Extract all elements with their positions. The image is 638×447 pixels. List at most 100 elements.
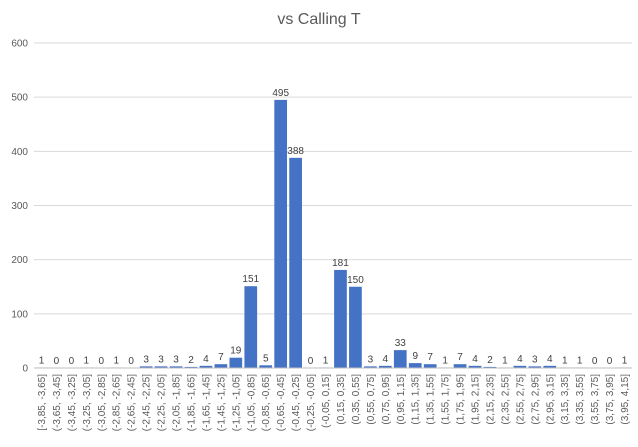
data-label: 0 bbox=[308, 356, 314, 367]
data-label: 150 bbox=[347, 275, 364, 286]
data-label: 7 bbox=[427, 352, 433, 363]
x-tick-label: (1,55, 1,75] bbox=[441, 374, 452, 425]
x-tick-label: (1,95, 2,15] bbox=[471, 374, 482, 425]
data-label: 3 bbox=[158, 354, 164, 365]
x-tick-label: (0,35, 0,55] bbox=[351, 374, 362, 425]
data-label: 7 bbox=[457, 352, 463, 363]
bars bbox=[35, 99, 631, 368]
data-label: 1 bbox=[577, 355, 583, 366]
data-label: 2 bbox=[487, 355, 493, 366]
x-tick-label: (0,95, 1,15] bbox=[396, 374, 407, 425]
data-label: 1 bbox=[502, 355, 508, 366]
y-tick-label: 0 bbox=[22, 364, 28, 375]
x-tick-label: (-3,45, -3,25] bbox=[67, 374, 78, 431]
data-label: 1 bbox=[442, 355, 448, 366]
bar bbox=[423, 364, 437, 368]
y-tick-label: 400 bbox=[11, 147, 28, 158]
bar bbox=[483, 366, 497, 368]
x-tick-label: (-0,05, 0,15] bbox=[321, 374, 332, 428]
data-label: 4 bbox=[547, 354, 553, 365]
bar bbox=[289, 157, 302, 368]
x-tick-label: (2,35, 2,55] bbox=[500, 374, 511, 425]
bar bbox=[184, 366, 198, 368]
x-tick-label: (0,75, 0,95] bbox=[381, 374, 392, 425]
data-label: 495 bbox=[272, 88, 289, 99]
data-label: 3 bbox=[532, 354, 538, 365]
x-tick-label: (0,15, 0,35] bbox=[336, 374, 347, 425]
x-tick-label: (-3,65, -3,45] bbox=[52, 374, 63, 431]
x-tick-label: (1,35, 1,55] bbox=[426, 374, 437, 425]
x-tick-label: (-1,05, -0,85] bbox=[246, 374, 257, 431]
y-tick-label: 100 bbox=[11, 309, 28, 320]
x-tick-label: (1,15, 1,35] bbox=[411, 374, 422, 425]
x-tick-label: (0,55, 0,75] bbox=[366, 374, 377, 425]
data-label: 1 bbox=[113, 355, 119, 366]
x-tick-label: (-0,25, -0,05] bbox=[306, 374, 317, 431]
y-tick-label: 200 bbox=[11, 255, 28, 266]
x-tick-label: (3,35, 3,55] bbox=[575, 374, 586, 425]
x-tick-label: (-1,65, -1,45] bbox=[201, 374, 212, 431]
x-tick-label: (2,75, 2,95] bbox=[530, 374, 541, 425]
data-label: 0 bbox=[98, 356, 104, 367]
data-label: 4 bbox=[383, 354, 389, 365]
x-tick-label: (-2,45, -2,25] bbox=[142, 374, 153, 431]
bar bbox=[453, 364, 467, 368]
data-label: 5 bbox=[263, 353, 269, 364]
data-label: 3 bbox=[173, 354, 179, 365]
bar bbox=[154, 366, 168, 368]
data-label: 33 bbox=[395, 338, 407, 349]
data-label: 0 bbox=[69, 356, 75, 367]
x-tick-label: (-2,25, -2,05] bbox=[157, 374, 168, 431]
x-tick-label: (-3,05, -2,85] bbox=[97, 374, 108, 431]
bar bbox=[364, 366, 377, 368]
data-label: 3 bbox=[368, 354, 374, 365]
data-label: 1 bbox=[323, 355, 329, 366]
bar bbox=[334, 269, 347, 368]
data-label: 388 bbox=[287, 146, 304, 157]
x-tick-label: (-2,85, -2,65] bbox=[112, 374, 123, 431]
chart-title: vs Calling T bbox=[277, 11, 361, 28]
data-label: 1 bbox=[84, 355, 90, 366]
data-label: 181 bbox=[332, 258, 349, 269]
x-tick-label: (2,15, 2,35] bbox=[485, 374, 496, 425]
y-tick-label: 600 bbox=[11, 39, 28, 50]
x-tick-label: (-0,85, -0,65] bbox=[261, 374, 272, 431]
y-tick-label: 500 bbox=[11, 93, 28, 104]
x-tick-label: (-2,65, -2,45] bbox=[127, 374, 138, 431]
gridlines bbox=[34, 42, 632, 315]
data-label: 1 bbox=[39, 355, 45, 366]
x-tick-label: (3,75, 3,95] bbox=[605, 374, 616, 425]
data-label: 9 bbox=[412, 351, 418, 362]
bar bbox=[378, 365, 392, 368]
data-label: 0 bbox=[54, 356, 60, 367]
x-tick-label: (-1,25, -1,05] bbox=[231, 374, 242, 431]
x-tick-label: (3,55, 3,75] bbox=[590, 374, 601, 425]
bar bbox=[349, 286, 362, 368]
x-tick-label: [-3,85, -3,65] bbox=[37, 374, 48, 431]
x-tick-label: (3,95, 4,15] bbox=[620, 374, 631, 425]
x-tick-label: (-1,85, -1,65] bbox=[186, 374, 197, 431]
bar bbox=[528, 366, 542, 368]
data-label: 4 bbox=[517, 354, 523, 365]
y-tick-label: 300 bbox=[11, 201, 28, 212]
x-tick-label: (-2,05, -1,85] bbox=[172, 374, 183, 431]
bar bbox=[244, 286, 258, 368]
data-label: 1 bbox=[622, 355, 628, 366]
bar bbox=[229, 357, 243, 368]
x-tick-label: (-1,45, -1,25] bbox=[216, 374, 227, 431]
bar bbox=[543, 365, 557, 368]
bar bbox=[468, 365, 482, 368]
data-label: 3 bbox=[143, 354, 149, 365]
x-tick-label: (3,15, 3,35] bbox=[560, 374, 571, 425]
x-tick-label: (2,95, 3,15] bbox=[545, 374, 556, 425]
data-label: 4 bbox=[472, 354, 478, 365]
bar bbox=[274, 99, 288, 368]
data-label: 151 bbox=[242, 274, 259, 285]
bar bbox=[513, 365, 527, 368]
bar bbox=[259, 365, 273, 368]
bar bbox=[408, 363, 422, 368]
y-axis: 0 100 200 300 400 500 600 bbox=[11, 39, 28, 375]
x-tick-label: (-0,45, -0,25] bbox=[291, 374, 302, 431]
